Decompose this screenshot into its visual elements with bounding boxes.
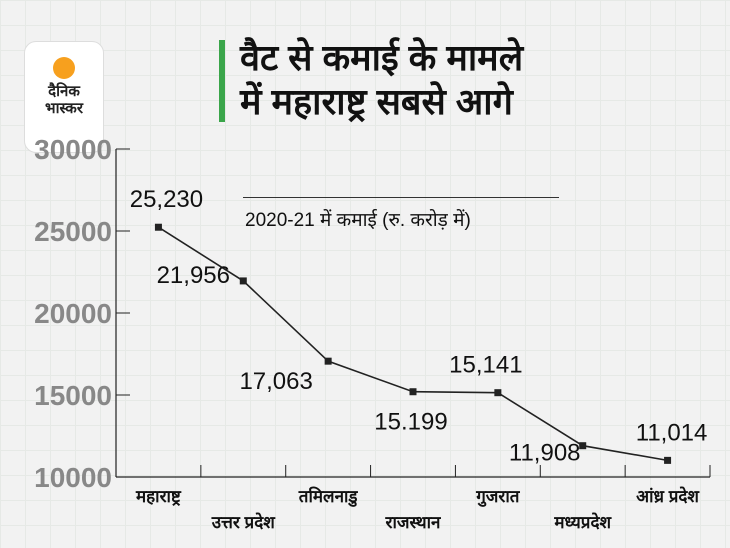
- data-label: 15.199: [374, 409, 447, 436]
- data-point: [239, 277, 247, 285]
- x-tick-label: उत्तर प्रदेश: [211, 512, 276, 532]
- x-tick-label: गुजरात: [475, 487, 521, 507]
- data-point: [494, 389, 502, 397]
- data-label: 15,141: [449, 352, 522, 379]
- x-tick-label: राजस्थान: [385, 513, 442, 532]
- data-label: 17,063: [239, 368, 312, 395]
- sun-icon: [53, 57, 75, 79]
- y-tick-label: 25000: [34, 216, 112, 247]
- data-point: [579, 442, 587, 450]
- logo-text-line2: भास्कर: [45, 100, 83, 117]
- data-label: 21,956: [157, 262, 230, 289]
- title-line1: वैट से कमाई के मामले: [240, 37, 524, 78]
- accent-bar: [219, 40, 225, 122]
- x-tick-label: आंध्र प्रदेश: [636, 486, 700, 506]
- y-tick-label: 15000: [34, 380, 112, 411]
- y-tick-label: 10000: [34, 462, 112, 493]
- y-tick-label: 30000: [34, 134, 112, 165]
- data-label: 25,230: [130, 186, 203, 213]
- y-tick-label: 20000: [34, 298, 112, 329]
- data-label: 11,014: [636, 419, 708, 446]
- title-line2: में महाराष्ट्र सबसे आगे: [240, 81, 513, 122]
- data-label: 11,908: [509, 440, 581, 467]
- data-point: [324, 357, 332, 365]
- x-tick-label: महाराष्ट्र: [135, 487, 182, 506]
- data-point: [409, 388, 417, 396]
- logo-text-line1: दैनिक: [48, 83, 80, 100]
- chart-subtitle: 2020-21 में कमाई (रु. करोड़ में): [245, 210, 471, 231]
- dainik-bhaskar-logo: दैनिक भास्कर: [24, 41, 104, 153]
- page-title: वैट से कमाई के मामले में महाराष्ट्र सबसे…: [240, 36, 523, 124]
- divider: [243, 197, 559, 198]
- data-point: [664, 456, 672, 464]
- x-tick-label: मध्यप्रदेश: [553, 512, 612, 532]
- x-tick-label: तमिलनाडु: [298, 486, 359, 507]
- data-point: [154, 223, 162, 231]
